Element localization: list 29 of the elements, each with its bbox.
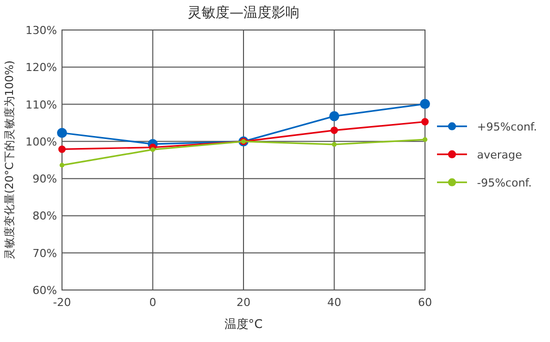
y-tick-label: 120% <box>26 61 57 74</box>
y-tick-label: 100% <box>26 135 57 148</box>
y-tick-label: 80% <box>32 210 57 223</box>
point <box>332 142 337 147</box>
x-tick-label: 40 <box>327 296 342 309</box>
legend-label: -95%conf. <box>477 176 532 190</box>
point <box>60 162 64 168</box>
y-tick-label: 60% <box>32 284 57 297</box>
y-tick-label: 90% <box>32 172 57 186</box>
x-tick-label: 60 <box>418 296 432 309</box>
point <box>58 146 66 153</box>
legend-label: average <box>477 148 522 162</box>
x-tick-label: -20 <box>53 296 71 309</box>
point <box>420 98 430 109</box>
point <box>421 118 429 126</box>
point <box>150 147 156 152</box>
chart-title: 灵敏度—温度影响 <box>188 5 300 21</box>
point <box>422 137 428 142</box>
legend-label: +95%conf. <box>477 120 537 134</box>
x-tick-label: 20 <box>236 296 250 309</box>
y-tick-label: 110% <box>26 98 57 112</box>
y-tick-label: 130% <box>26 24 57 37</box>
y-axis-title: 灵敏度变化量(20°C下的灵敏度为100%) <box>3 60 16 260</box>
x-axis-title: 温度°C <box>224 317 263 331</box>
x-tick-label: 0 <box>149 296 156 309</box>
point <box>329 111 340 122</box>
point <box>330 126 338 134</box>
y-tick-label: 70% <box>32 246 57 260</box>
point <box>57 128 67 138</box>
